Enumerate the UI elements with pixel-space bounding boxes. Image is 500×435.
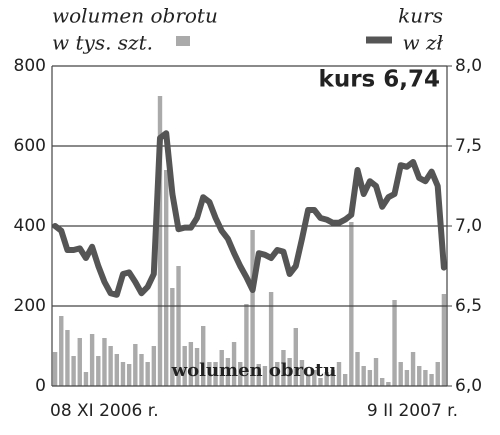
bar: [151, 346, 157, 386]
bar: [324, 372, 329, 386]
y-tick-label: 800: [14, 56, 46, 76]
bar: [275, 362, 280, 386]
y-tick-label: 0: [35, 376, 46, 396]
bar: [423, 370, 428, 386]
y-tick-label: 200: [14, 296, 46, 316]
bar: [367, 370, 373, 386]
bar: [312, 370, 317, 386]
bar: [71, 356, 76, 386]
bar: [417, 366, 422, 386]
bar: [96, 356, 101, 386]
y2-tick-label: 6,5: [455, 296, 482, 316]
bar: [182, 346, 187, 386]
bar: [133, 344, 138, 386]
bar: [256, 364, 261, 386]
x-tick-label: 08 XI 2006 r.: [50, 401, 159, 421]
bar: [441, 294, 447, 386]
annotation: kurs 6,74: [319, 67, 440, 93]
y-tick-label: 400: [14, 216, 46, 236]
bar: [83, 372, 89, 386]
bar: [268, 292, 274, 386]
bar: [145, 362, 150, 386]
bar: [293, 328, 298, 386]
bar: [176, 266, 181, 386]
y2-tick-label: 8,0: [455, 56, 482, 76]
bar: [410, 352, 416, 386]
y2-tick-label: 7,0: [455, 216, 482, 236]
legend-label: kurs: [398, 4, 443, 28]
bar: [373, 358, 379, 386]
line: [52, 130, 447, 298]
bar: [349, 222, 354, 386]
bar: [330, 370, 336, 386]
y-tick-label: 600: [14, 136, 46, 156]
bar: [157, 96, 163, 386]
bar: [318, 378, 323, 386]
bar: [435, 362, 440, 386]
y2-tick-label: 7,5: [455, 136, 482, 156]
bar: [188, 342, 194, 386]
bar: [244, 304, 249, 386]
bar: [120, 362, 126, 386]
bar: [170, 288, 175, 386]
bar: [89, 334, 95, 386]
bar: [379, 378, 385, 386]
annotation: wolumen obrotu: [171, 360, 337, 381]
bar: [102, 338, 107, 386]
x-tick-label: 9 II 2007 r.: [367, 401, 458, 421]
bar: [404, 370, 410, 386]
bar: [225, 358, 231, 386]
y2-axis-unit: w zł: [403, 31, 444, 55]
bar: [108, 346, 113, 386]
bar: [250, 230, 255, 386]
bar: [213, 362, 218, 386]
bar: [355, 352, 360, 386]
y2-tick-label: 6,0: [455, 376, 482, 396]
bar: [262, 366, 268, 386]
bar: [336, 362, 342, 386]
bar: [163, 170, 169, 386]
bar: [52, 352, 58, 386]
bar: [361, 366, 366, 386]
bar: [231, 342, 237, 386]
legend-swatch: [176, 36, 190, 46]
bar: [398, 362, 403, 386]
bar: [281, 350, 286, 386]
bar: [194, 348, 200, 386]
bar: [139, 354, 144, 386]
bar: [392, 300, 397, 386]
bar: [342, 374, 348, 386]
bar: [238, 362, 243, 386]
bar: [201, 326, 206, 386]
bar: [126, 364, 132, 386]
bar: [429, 374, 434, 386]
bar: [59, 316, 64, 386]
bar: [219, 350, 224, 386]
bar: [114, 354, 120, 386]
bar: [207, 362, 212, 386]
bar: [386, 382, 391, 386]
bar: [77, 338, 82, 386]
legend-label: wolumen obrotu: [52, 4, 218, 28]
bar: [65, 330, 70, 386]
bar: [287, 358, 292, 386]
bar: [299, 360, 305, 386]
y-axis-unit: w tys. szt.: [52, 31, 153, 55]
bar: [305, 374, 311, 386]
